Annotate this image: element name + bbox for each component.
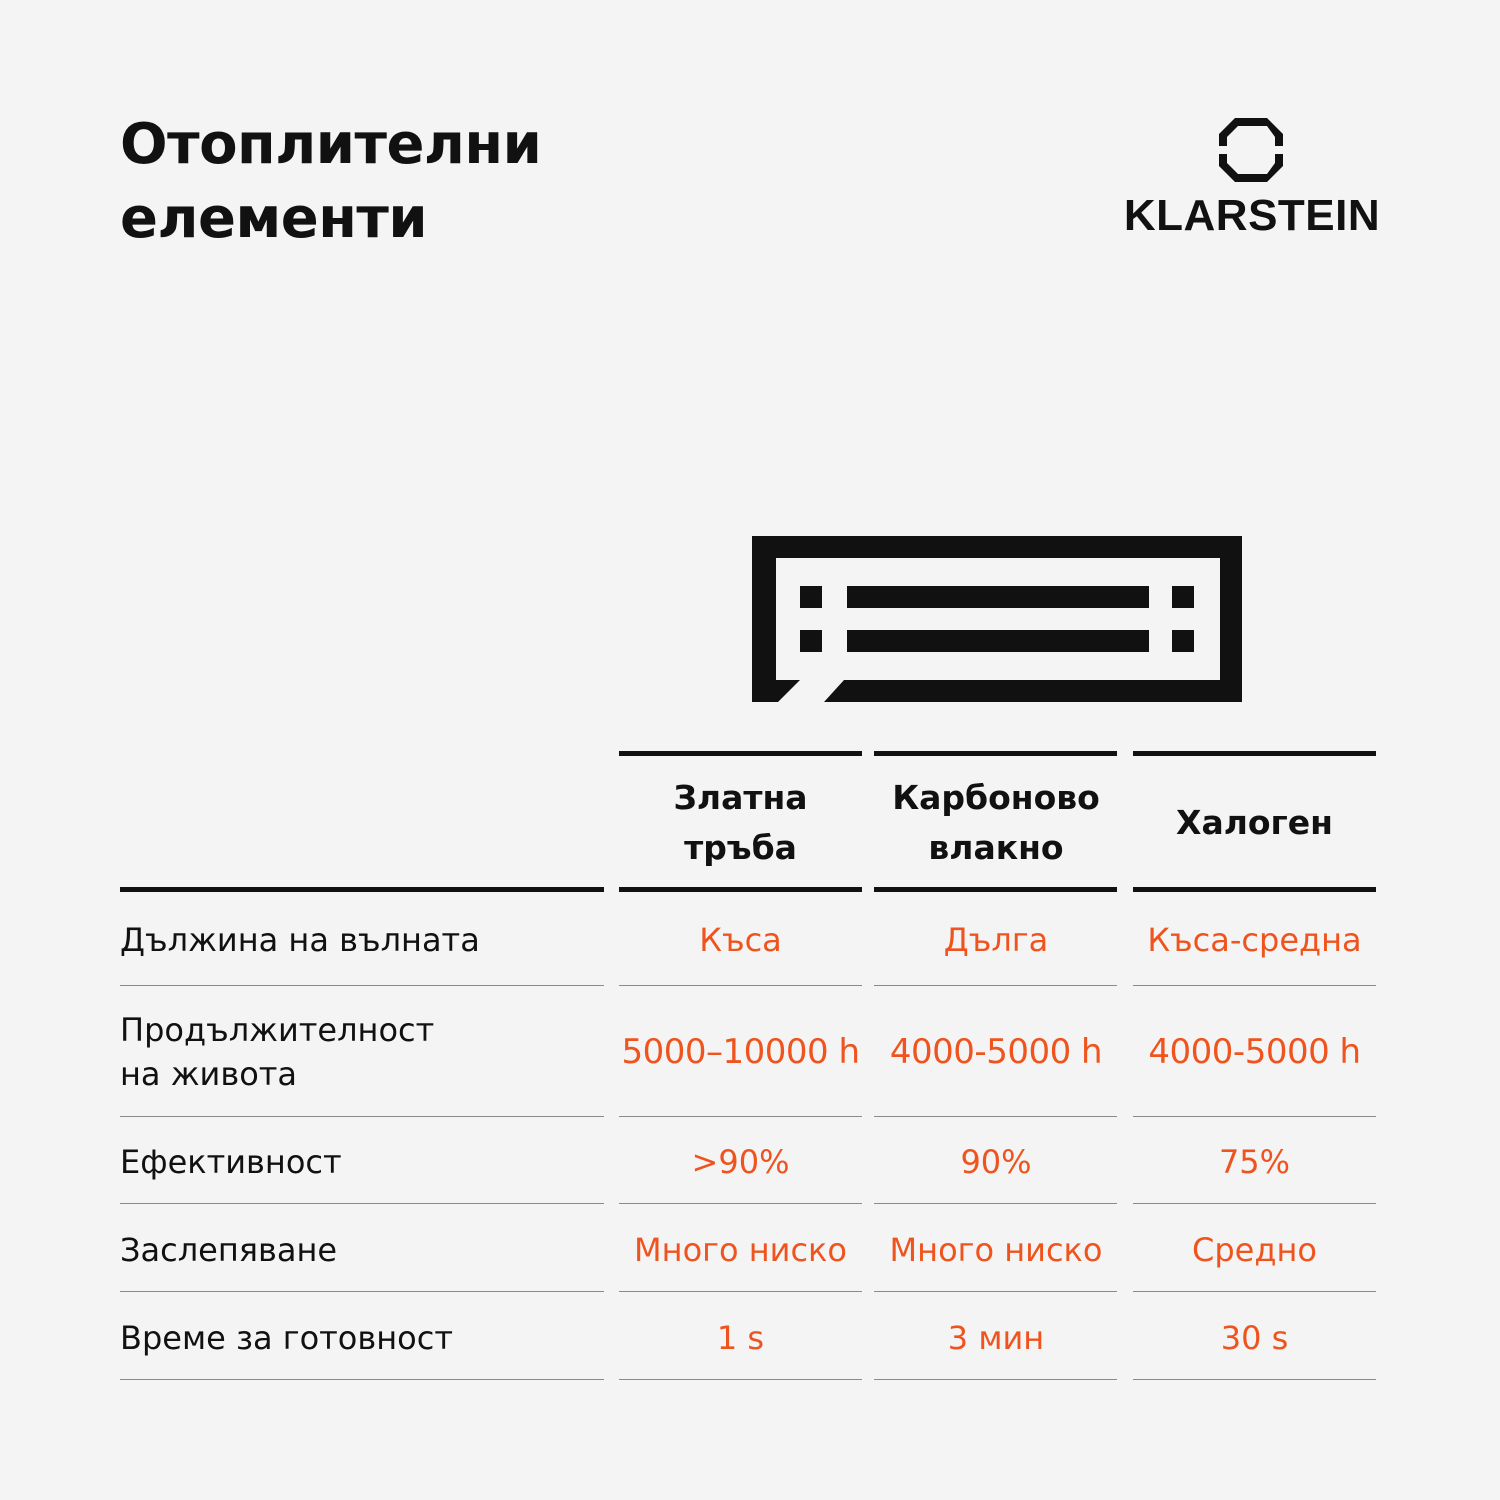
- heater-element-icon: [752, 536, 1242, 702]
- column-header-golden-tube: Златна тръба: [673, 778, 808, 867]
- row-3-divider-col-3: [1133, 1203, 1376, 1204]
- row-3-divider-label: [120, 1203, 604, 1204]
- cell-glare-golden-tube: Много ниско: [634, 1231, 847, 1269]
- cell-lifespan-carbon-fiber: 4000-5000 h: [889, 1032, 1103, 1072]
- row-2-divider-col-1: [619, 1116, 862, 1117]
- col-3-top-rule: [1133, 751, 1376, 756]
- cell-wavelength-halogen: Къса-средна: [1147, 921, 1362, 959]
- row-label-wavelength: Дължина на вълната: [120, 921, 480, 959]
- row-4-divider-col-1: [619, 1291, 862, 1292]
- page-title: Отоплителни елементи: [120, 108, 640, 256]
- row-1-divider-col-3: [1133, 985, 1376, 986]
- klarstein-logo-icon: [1219, 118, 1283, 182]
- header-bottom-rule-col-3: [1133, 887, 1376, 892]
- row-label-lifespan: Продължителност на живота: [120, 1011, 435, 1093]
- row-2-divider-col-2: [874, 1116, 1117, 1117]
- row-label-ready-time: Време за готовност: [120, 1319, 453, 1357]
- row-4-divider-col-2: [874, 1291, 1117, 1292]
- row-5-divider-col-3: [1133, 1379, 1376, 1380]
- cell-lifespan-golden-tube: 5000–10000 h: [621, 1032, 860, 1072]
- row-4-divider-col-3: [1133, 1291, 1376, 1292]
- cell-glare-carbon-fiber: Много ниско: [889, 1231, 1103, 1269]
- row-2-divider-label: [120, 1116, 604, 1117]
- cell-wavelength-carbon-fiber: Дълга: [943, 921, 1049, 959]
- row-5-divider-col-1: [619, 1379, 862, 1380]
- row-label-glare: Заслепяване: [120, 1231, 338, 1269]
- cell-efficiency-halogen: 75%: [1218, 1143, 1291, 1181]
- row-2-divider-col-3: [1133, 1116, 1376, 1117]
- cell-ready-time-halogen: 30 s: [1220, 1319, 1289, 1357]
- row-label-efficiency: Ефективност: [120, 1143, 342, 1181]
- cell-efficiency-carbon-fiber: 90%: [960, 1143, 1032, 1181]
- cell-efficiency-golden-tube: >90%: [691, 1143, 790, 1181]
- header-bottom-rule-label: [120, 887, 604, 892]
- row-3-divider-col-1: [619, 1203, 862, 1204]
- cell-ready-time-carbon-fiber: 3 мин: [947, 1319, 1045, 1357]
- column-header-carbon-fiber: Карбоново влакно: [892, 778, 1100, 867]
- page-title-line-1: Отоплителни: [120, 112, 542, 177]
- cell-ready-time-golden-tube: 1 s: [716, 1319, 765, 1357]
- cell-lifespan-halogen: 4000-5000 h: [1148, 1032, 1361, 1072]
- row-4-divider-label: [120, 1291, 604, 1292]
- header-bottom-rule-col-2: [874, 887, 1117, 892]
- cell-wavelength-golden-tube: Къса: [699, 921, 782, 959]
- header-bottom-rule-col-1: [619, 887, 862, 892]
- row-1-divider-col-2: [874, 985, 1117, 986]
- cell-glare-halogen: Средно: [1192, 1231, 1317, 1269]
- brand-name: KLARSTEIN: [1123, 191, 1381, 240]
- page-title-line-2: елементи: [120, 186, 428, 251]
- brand-logo: KLARSTEIN: [1120, 118, 1390, 248]
- row-3-divider-col-2: [874, 1203, 1117, 1204]
- row-5-divider-label: [120, 1379, 604, 1380]
- col-2-top-rule: [874, 751, 1117, 756]
- row-1-divider-label: [120, 985, 604, 986]
- col-1-top-rule: [619, 751, 862, 756]
- row-5-divider-col-2: [874, 1379, 1117, 1380]
- row-1-divider-col-1: [619, 985, 862, 986]
- column-header-halogen: Халоген: [1176, 803, 1333, 842]
